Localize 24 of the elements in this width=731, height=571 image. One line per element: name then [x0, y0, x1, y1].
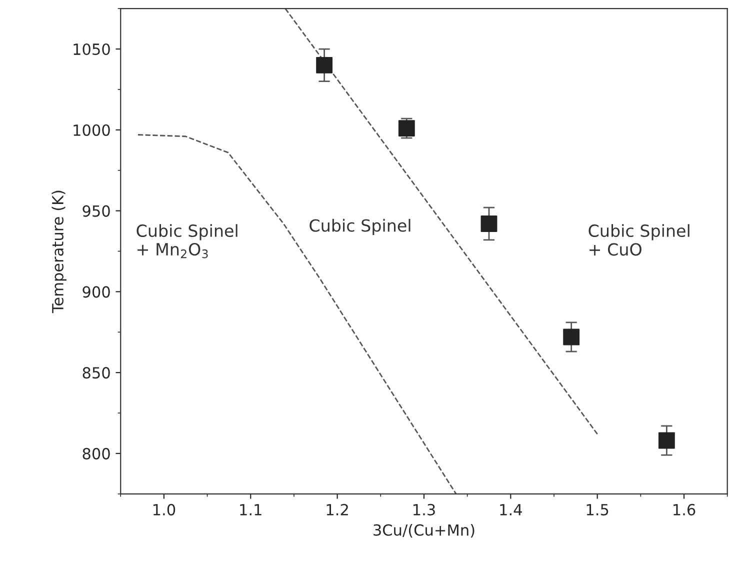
y-tick-label: 1050 — [74, 43, 110, 56]
y-axis-title: Temperature (K) — [52, 190, 66, 314]
y-tick-label: 850 — [82, 367, 110, 379]
x-tick-label: 1.5 — [586, 504, 608, 516]
x-tick-label: 1.6 — [674, 504, 696, 516]
point — [316, 56, 333, 74]
annotation: Cubic Spinel — [310, 218, 410, 236]
x-tick-label: 1.3 — [414, 504, 435, 516]
line-series — [137, 134, 457, 494]
point — [480, 216, 498, 232]
y-tick-label: 800 — [82, 448, 110, 460]
annotation: Cubic Spinel + Mn$_{2}$O$_{3}$ — [136, 224, 238, 258]
x-tick-label: 1.1 — [240, 504, 262, 516]
point — [563, 328, 580, 346]
x-tick-label: 1.4 — [500, 504, 522, 516]
x-axis-title: 3Cu/(Cu+Mn) — [374, 524, 474, 538]
x-tick-label: 1.2 — [326, 504, 348, 516]
y-tick-label: 1000 — [74, 124, 110, 136]
x-tick-label: 1.0 — [153, 504, 176, 516]
point — [398, 120, 415, 136]
annotation: Cubic Spinel + CuO — [588, 224, 690, 256]
y-tick-label: 950 — [82, 205, 110, 217]
y-tick-label: 900 — [82, 286, 110, 298]
point — [658, 432, 675, 449]
